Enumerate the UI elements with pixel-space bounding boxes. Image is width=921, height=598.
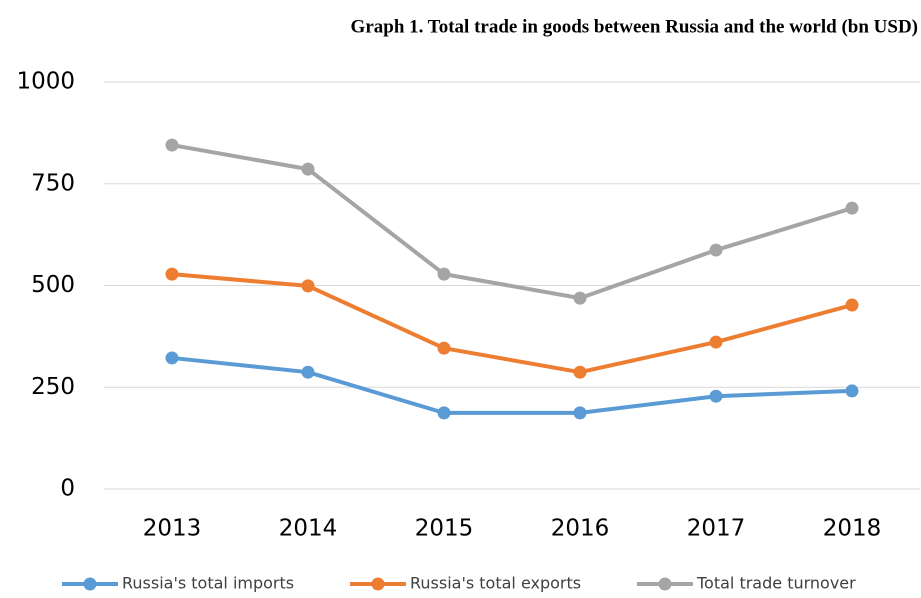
- data-point: [573, 365, 587, 379]
- x-tick-label: 2018: [823, 516, 882, 542]
- data-point: [709, 389, 723, 403]
- data-point: [437, 341, 451, 355]
- data-point: [709, 335, 723, 349]
- data-point: [573, 406, 587, 420]
- data-point: [301, 365, 315, 379]
- x-tick-label: 2014: [279, 516, 338, 542]
- data-point: [165, 351, 179, 365]
- y-tick-label: 0: [60, 476, 75, 502]
- legend-label: Russia's total exports: [410, 574, 581, 593]
- legend-marker: [83, 577, 97, 591]
- legend-marker: [371, 577, 385, 591]
- data-point: [301, 279, 315, 293]
- data-point: [437, 406, 451, 420]
- x-tick-label: 2015: [415, 516, 474, 542]
- x-tick-label: 2017: [687, 516, 746, 542]
- data-point: [845, 201, 859, 215]
- data-point: [845, 298, 859, 312]
- y-tick-label: 500: [31, 272, 75, 298]
- series-line: [171, 272, 853, 375]
- legend-marker: [658, 577, 672, 591]
- data-point: [301, 162, 315, 176]
- legend-label: Total trade turnover: [696, 574, 856, 593]
- data-point: [845, 384, 859, 398]
- data-point: [165, 267, 179, 281]
- y-tick-label: 250: [31, 374, 75, 400]
- y-tick-label: 750: [31, 170, 75, 196]
- y-tick-label: 1000: [16, 69, 75, 95]
- data-point: [573, 291, 587, 305]
- series-line: [171, 143, 853, 301]
- series-line: [171, 355, 853, 415]
- x-tick-label: 2013: [143, 516, 202, 542]
- x-tick-label: 2016: [551, 516, 610, 542]
- data-point: [709, 243, 723, 257]
- chart-title: Graph 1. Total trade in goods between Ru…: [351, 16, 918, 37]
- legend-label: Russia's total imports: [122, 574, 294, 593]
- data-point: [165, 138, 179, 152]
- data-point: [437, 267, 451, 281]
